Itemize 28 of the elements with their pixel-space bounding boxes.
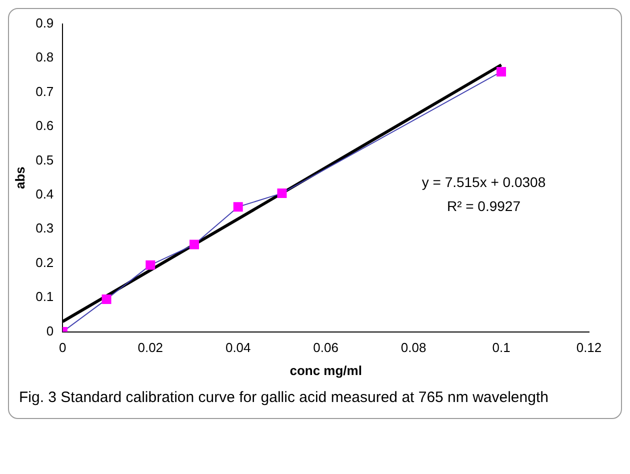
x-tick-label: 0.08 [400,340,426,356]
point [102,294,112,304]
y-tick-label: 0 [46,323,54,338]
x-axis-title: conc mg/ml [290,362,362,378]
y-tick-label: 0.7 [36,84,54,99]
x-tick-label: 0.1 [492,340,510,356]
y-axis-title: abs [12,166,28,190]
caption: Fig. 3 Standard calibration curve for gallic acid measured at 765 nm wavelength [18,388,550,408]
x-tick-label: 0.12 [576,340,602,356]
y-tick-label: 0.6 [36,118,54,134]
point [233,202,243,212]
point [190,240,199,250]
y-tick-label: 0.3 [36,220,54,236]
x-tick-label: 0 [59,340,66,356]
y-tick-label: 0.2 [36,254,54,270]
annotation: y = 7.515x + 0.0308 [422,174,546,190]
x-tick-label: 0.02 [138,340,164,356]
x-tick-label: 0.04 [225,340,251,356]
annotation: R² = 0.9927 [446,198,521,214]
point [277,188,287,198]
y-tick-label: 0.9 [36,15,54,30]
point [496,66,506,76]
y-tick-label: 0.1 [36,289,54,304]
point [146,260,156,270]
y-tick-label: 0.8 [36,50,54,65]
x-tick-label: 0.06 [313,340,338,356]
y-tick-label: 0.4 [36,186,54,202]
y-tick-label: 0.5 [36,152,54,168]
